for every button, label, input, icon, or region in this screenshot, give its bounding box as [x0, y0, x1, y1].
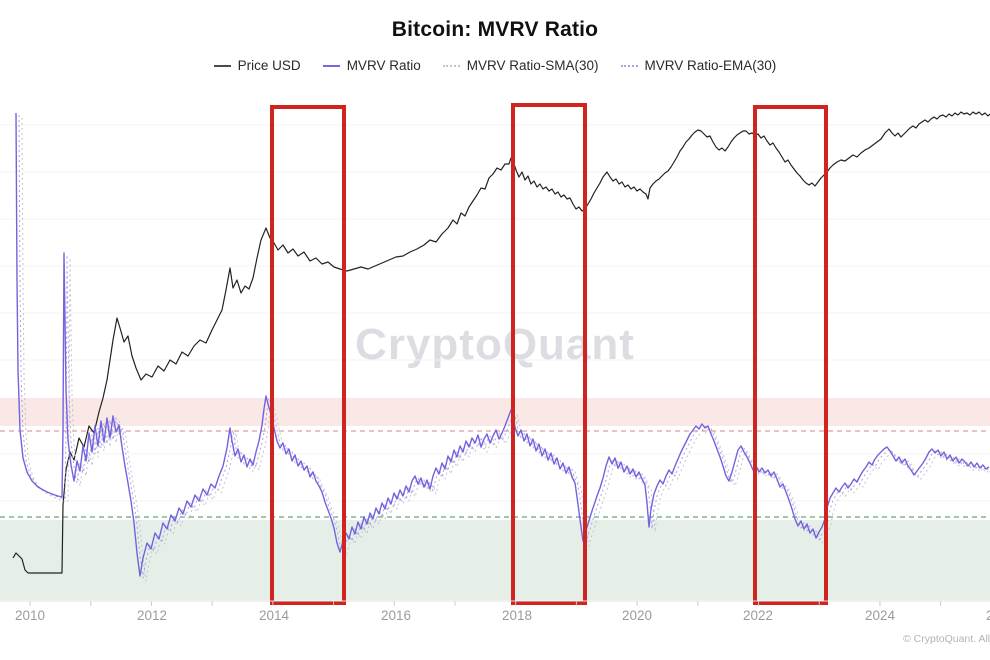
legend-item[interactable]: MVRV Ratio-EMA(30) — [620, 58, 777, 73]
x-axis-label: 2022 — [742, 608, 774, 623]
legend-marker — [213, 64, 231, 67]
legend-label: MVRV Ratio-SMA(30) — [466, 58, 599, 73]
x-axis-label: 2018 — [501, 608, 533, 623]
x-axis-label: 2010 — [14, 608, 46, 623]
highlight-box — [753, 105, 828, 605]
copyright-text: © CryptoQuant. All ri — [903, 633, 990, 645]
price-usd-line — [12, 111, 990, 574]
legend-item[interactable]: Price USD — [213, 58, 301, 73]
overvalued-zone — [0, 398, 990, 426]
legend-item[interactable]: MVRV Ratio — [322, 58, 421, 73]
highlight-box — [270, 105, 346, 605]
legend-marker — [442, 64, 460, 67]
legend-label: Price USD — [237, 58, 301, 73]
legend-marker — [620, 64, 638, 67]
legend: Price USD MVRV Ratio MVRV Ratio-SMA(30) MVR… — [0, 58, 990, 73]
x-axis-label: 2020 — [621, 608, 653, 623]
legend-label: MVRV Ratio-EMA(30) — [644, 58, 777, 73]
mvrv-ratio-ema-30--line — [18, 114, 990, 579]
undervalued-zone — [0, 520, 990, 600]
mvrv-ratio-sma-30--line — [21, 117, 990, 582]
legend-marker — [322, 64, 340, 67]
x-axis-label: 2026 — [985, 608, 990, 623]
legend-item[interactable]: MVRV Ratio-SMA(30) — [442, 58, 599, 73]
x-axis-label: 2014 — [258, 608, 290, 623]
x-axis-label: 2012 — [136, 608, 168, 623]
chart-title: Bitcoin: MVRV Ratio — [391, 18, 599, 41]
legend-label: MVRV Ratio — [346, 58, 421, 73]
mvrv-ratio-line — [15, 112, 990, 577]
highlight-box — [511, 103, 587, 605]
x-axis: 2010 2012 2014 2016 2018 2020 2022 2024 2026 — [0, 608, 990, 630]
x-axis-label: 2016 — [380, 608, 412, 623]
x-axis-label: 2024 — [864, 608, 896, 623]
